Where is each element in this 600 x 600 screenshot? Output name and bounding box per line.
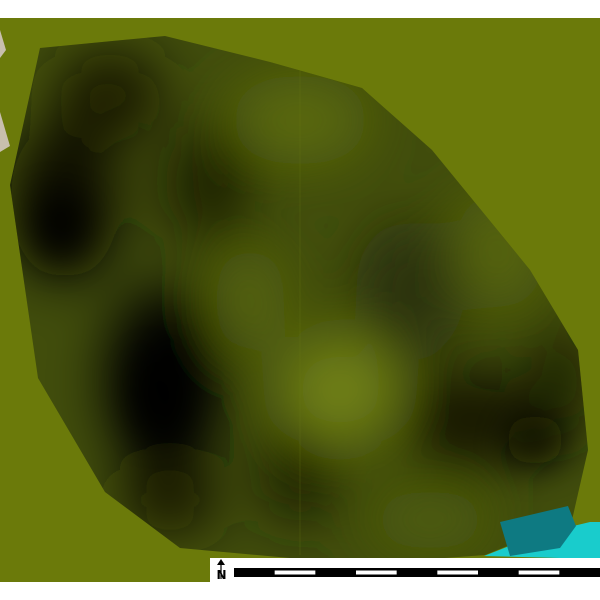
north-arrow-icon: N [216, 559, 227, 581]
scale-bar-segment [518, 570, 560, 575]
scale-bar-segment [356, 570, 397, 575]
parcel-left [0, 112, 10, 152]
water-body-teal [500, 506, 576, 556]
scale-bar-frame [234, 568, 600, 577]
parcel-top-left [0, 30, 6, 58]
scale-bar-segment [274, 570, 316, 575]
field-polygon[interactable] [0, 18, 600, 582]
scale-bar [234, 568, 600, 577]
map-canvas[interactable] [0, 18, 600, 582]
north-letter: N [216, 568, 226, 581]
scale-bar-segment [437, 570, 478, 575]
